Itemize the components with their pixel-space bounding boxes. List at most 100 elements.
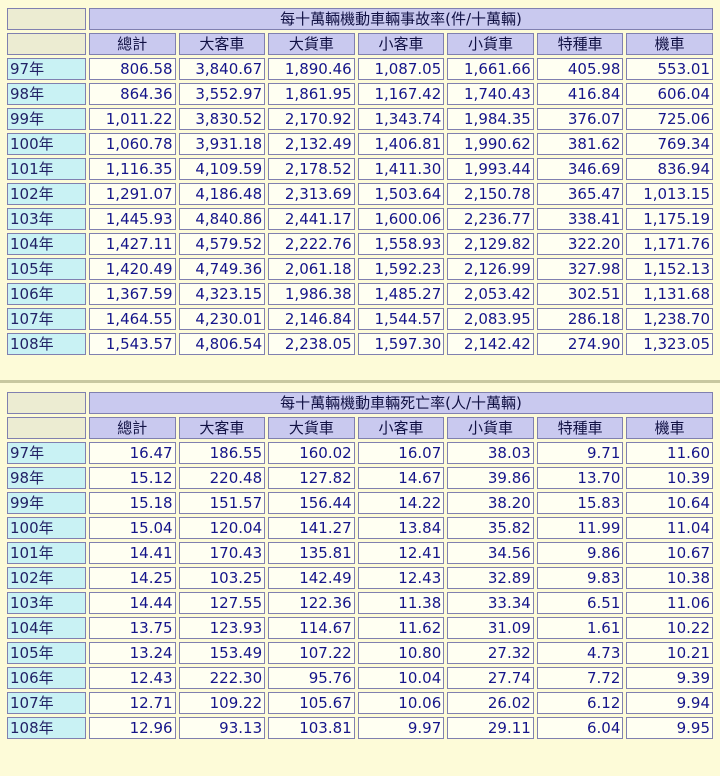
value-cell: 13.24 <box>89 642 176 664</box>
corner-cell <box>7 8 86 30</box>
column-header: 小貨車 <box>447 33 534 55</box>
value-cell: 3,830.52 <box>178 108 266 130</box>
value-cell: 274.90 <box>536 333 624 355</box>
value-cell: 1,861.95 <box>268 83 355 105</box>
table-row: 102年 14.25 103.25 142.49 12.43 32.89 9.83 10.38 <box>7 567 713 589</box>
year-cell: 101年 <box>7 158 86 180</box>
value-cell: 4,109.59 <box>178 158 266 180</box>
table-row: 107年 12.71 109.22 105.67 10.06 26.02 6.12 9.94 <box>7 692 713 714</box>
column-header: 特種車 <box>536 417 624 439</box>
value-cell: 346.69 <box>536 158 624 180</box>
value-cell: 1,238.70 <box>626 308 713 330</box>
value-cell: 2,129.82 <box>447 233 534 255</box>
value-cell: 103.81 <box>268 717 355 739</box>
value-cell: 2,142.42 <box>447 333 534 355</box>
value-cell: 1,427.11 <box>89 233 176 255</box>
value-cell: 1,661.66 <box>447 58 534 80</box>
value-cell: 2,178.52 <box>268 158 355 180</box>
value-cell: 114.67 <box>268 617 355 639</box>
value-cell: 2,222.76 <box>268 233 355 255</box>
value-cell: 9.83 <box>536 567 624 589</box>
table-row: 99年 15.18 151.57 156.44 14.22 38.20 15.83 10.64 <box>7 492 713 514</box>
value-cell: 15.12 <box>89 467 176 489</box>
value-cell: 12.96 <box>89 717 176 739</box>
value-cell: 135.81 <box>268 542 355 564</box>
value-cell: 220.48 <box>178 467 266 489</box>
table-row: 103年 1,445.93 4,840.86 2,441.17 1,600.06 2,23… <box>7 208 713 230</box>
value-cell: 1,087.05 <box>357 58 445 80</box>
value-cell: 1,485.27 <box>357 283 445 305</box>
corner-cell <box>7 33 86 55</box>
value-cell: 105.67 <box>268 692 355 714</box>
value-cell: 4,749.36 <box>178 258 266 280</box>
value-cell: 15.18 <box>89 492 176 514</box>
value-cell: 1,445.93 <box>89 208 176 230</box>
value-cell: 93.13 <box>178 717 266 739</box>
table-row: 105年 1,420.49 4,749.36 2,061.18 1,592.23 2,12… <box>7 258 713 280</box>
year-cell: 105年 <box>7 258 86 280</box>
value-cell: 2,132.49 <box>268 133 355 155</box>
value-cell: 10.38 <box>626 567 713 589</box>
year-cell: 102年 <box>7 183 86 205</box>
value-cell: 15.83 <box>536 492 624 514</box>
value-cell: 725.06 <box>626 108 713 130</box>
year-cell: 99年 <box>7 492 86 514</box>
value-cell: 4,230.01 <box>178 308 266 330</box>
value-cell: 10.06 <box>357 692 445 714</box>
table-title: 每十萬輛機動車輛死亡率(人/十萬輛) <box>89 392 713 414</box>
column-header: 總計 <box>89 33 176 55</box>
value-cell: 186.55 <box>178 442 266 464</box>
value-cell: 14.44 <box>89 592 176 614</box>
value-cell: 10.22 <box>626 617 713 639</box>
table-row: 101年 14.41 170.43 135.81 12.41 34.56 9.86 10.67 <box>7 542 713 564</box>
year-cell: 98年 <box>7 467 86 489</box>
value-cell: 9.39 <box>626 667 713 689</box>
value-cell: 222.30 <box>178 667 266 689</box>
value-cell: 1,152.13 <box>626 258 713 280</box>
value-cell: 2,170.92 <box>268 108 355 130</box>
value-cell: 1,175.19 <box>626 208 713 230</box>
year-cell: 101年 <box>7 542 86 564</box>
value-cell: 11.62 <box>357 617 445 639</box>
table-title-row: 每十萬輛機動車輛事故率(件/十萬輛) <box>7 8 713 30</box>
value-cell: 34.56 <box>447 542 534 564</box>
value-cell: 9.94 <box>626 692 713 714</box>
value-cell: 16.07 <box>357 442 445 464</box>
value-cell: 12.71 <box>89 692 176 714</box>
value-cell: 769.34 <box>626 133 713 155</box>
year-cell: 106年 <box>7 667 86 689</box>
value-cell: 1,323.05 <box>626 333 713 355</box>
value-cell: 14.22 <box>357 492 445 514</box>
value-cell: 160.02 <box>268 442 355 464</box>
value-cell: 9.97 <box>357 717 445 739</box>
table-row: 98年 15.12 220.48 127.82 14.67 39.86 13.70 10.39 <box>7 467 713 489</box>
table-row: 104年 1,427.11 4,579.52 2,222.76 1,558.93 2,12… <box>7 233 713 255</box>
value-cell: 1,291.07 <box>89 183 176 205</box>
value-cell: 35.82 <box>447 517 534 539</box>
value-cell: 7.72 <box>536 667 624 689</box>
value-cell: 2,146.84 <box>268 308 355 330</box>
value-cell: 1,464.55 <box>89 308 176 330</box>
value-cell: 120.04 <box>178 517 266 539</box>
column-header: 小客車 <box>357 33 445 55</box>
column-header: 小貨車 <box>447 417 534 439</box>
value-cell: 122.36 <box>268 592 355 614</box>
value-cell: 2,238.05 <box>268 333 355 355</box>
value-cell: 806.58 <box>89 58 176 80</box>
value-cell: 3,840.67 <box>178 58 266 80</box>
value-cell: 1,984.35 <box>447 108 534 130</box>
value-cell: 1,990.62 <box>447 133 534 155</box>
value-cell: 151.57 <box>178 492 266 514</box>
value-cell: 153.49 <box>178 642 266 664</box>
year-cell: 97年 <box>7 442 86 464</box>
column-header: 大客車 <box>178 417 266 439</box>
value-cell: 4,840.86 <box>178 208 266 230</box>
value-cell: 170.43 <box>178 542 266 564</box>
value-cell: 14.25 <box>89 567 176 589</box>
value-cell: 141.27 <box>268 517 355 539</box>
value-cell: 1,343.74 <box>357 108 445 130</box>
value-cell: 6.04 <box>536 717 624 739</box>
year-cell: 100年 <box>7 517 86 539</box>
value-cell: 32.89 <box>447 567 534 589</box>
value-cell: 1,013.15 <box>626 183 713 205</box>
